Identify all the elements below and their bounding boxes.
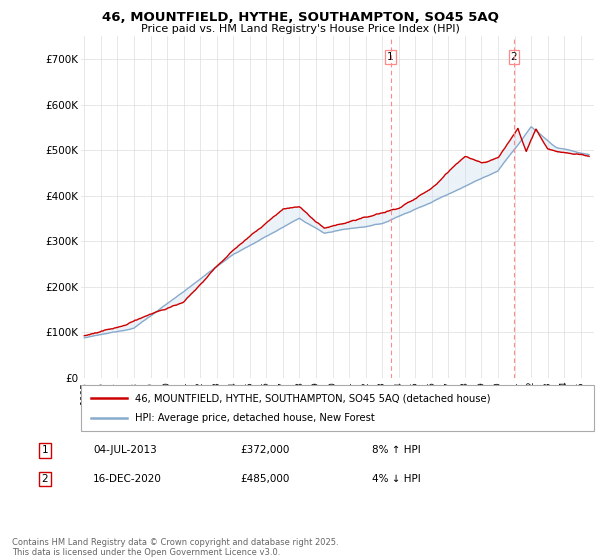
Text: 1: 1 [41, 445, 49, 455]
Text: 04-JUL-2013: 04-JUL-2013 [93, 445, 157, 455]
Text: 46, MOUNTFIELD, HYTHE, SOUTHAMPTON, SO45 5AQ (detached house): 46, MOUNTFIELD, HYTHE, SOUTHAMPTON, SO45… [135, 393, 490, 403]
Text: 4% ↓ HPI: 4% ↓ HPI [372, 474, 421, 484]
Text: Contains HM Land Registry data © Crown copyright and database right 2025.
This d: Contains HM Land Registry data © Crown c… [12, 538, 338, 557]
Text: 16-DEC-2020: 16-DEC-2020 [93, 474, 162, 484]
Text: 2: 2 [511, 52, 517, 62]
Text: £372,000: £372,000 [240, 445, 289, 455]
Text: £485,000: £485,000 [240, 474, 289, 484]
Text: Price paid vs. HM Land Registry's House Price Index (HPI): Price paid vs. HM Land Registry's House … [140, 24, 460, 34]
FancyBboxPatch shape [81, 385, 594, 431]
Text: HPI: Average price, detached house, New Forest: HPI: Average price, detached house, New … [135, 413, 374, 423]
Text: 8% ↑ HPI: 8% ↑ HPI [372, 445, 421, 455]
Text: 2: 2 [41, 474, 49, 484]
Text: 1: 1 [388, 52, 394, 62]
Text: 46, MOUNTFIELD, HYTHE, SOUTHAMPTON, SO45 5AQ: 46, MOUNTFIELD, HYTHE, SOUTHAMPTON, SO45… [101, 11, 499, 24]
